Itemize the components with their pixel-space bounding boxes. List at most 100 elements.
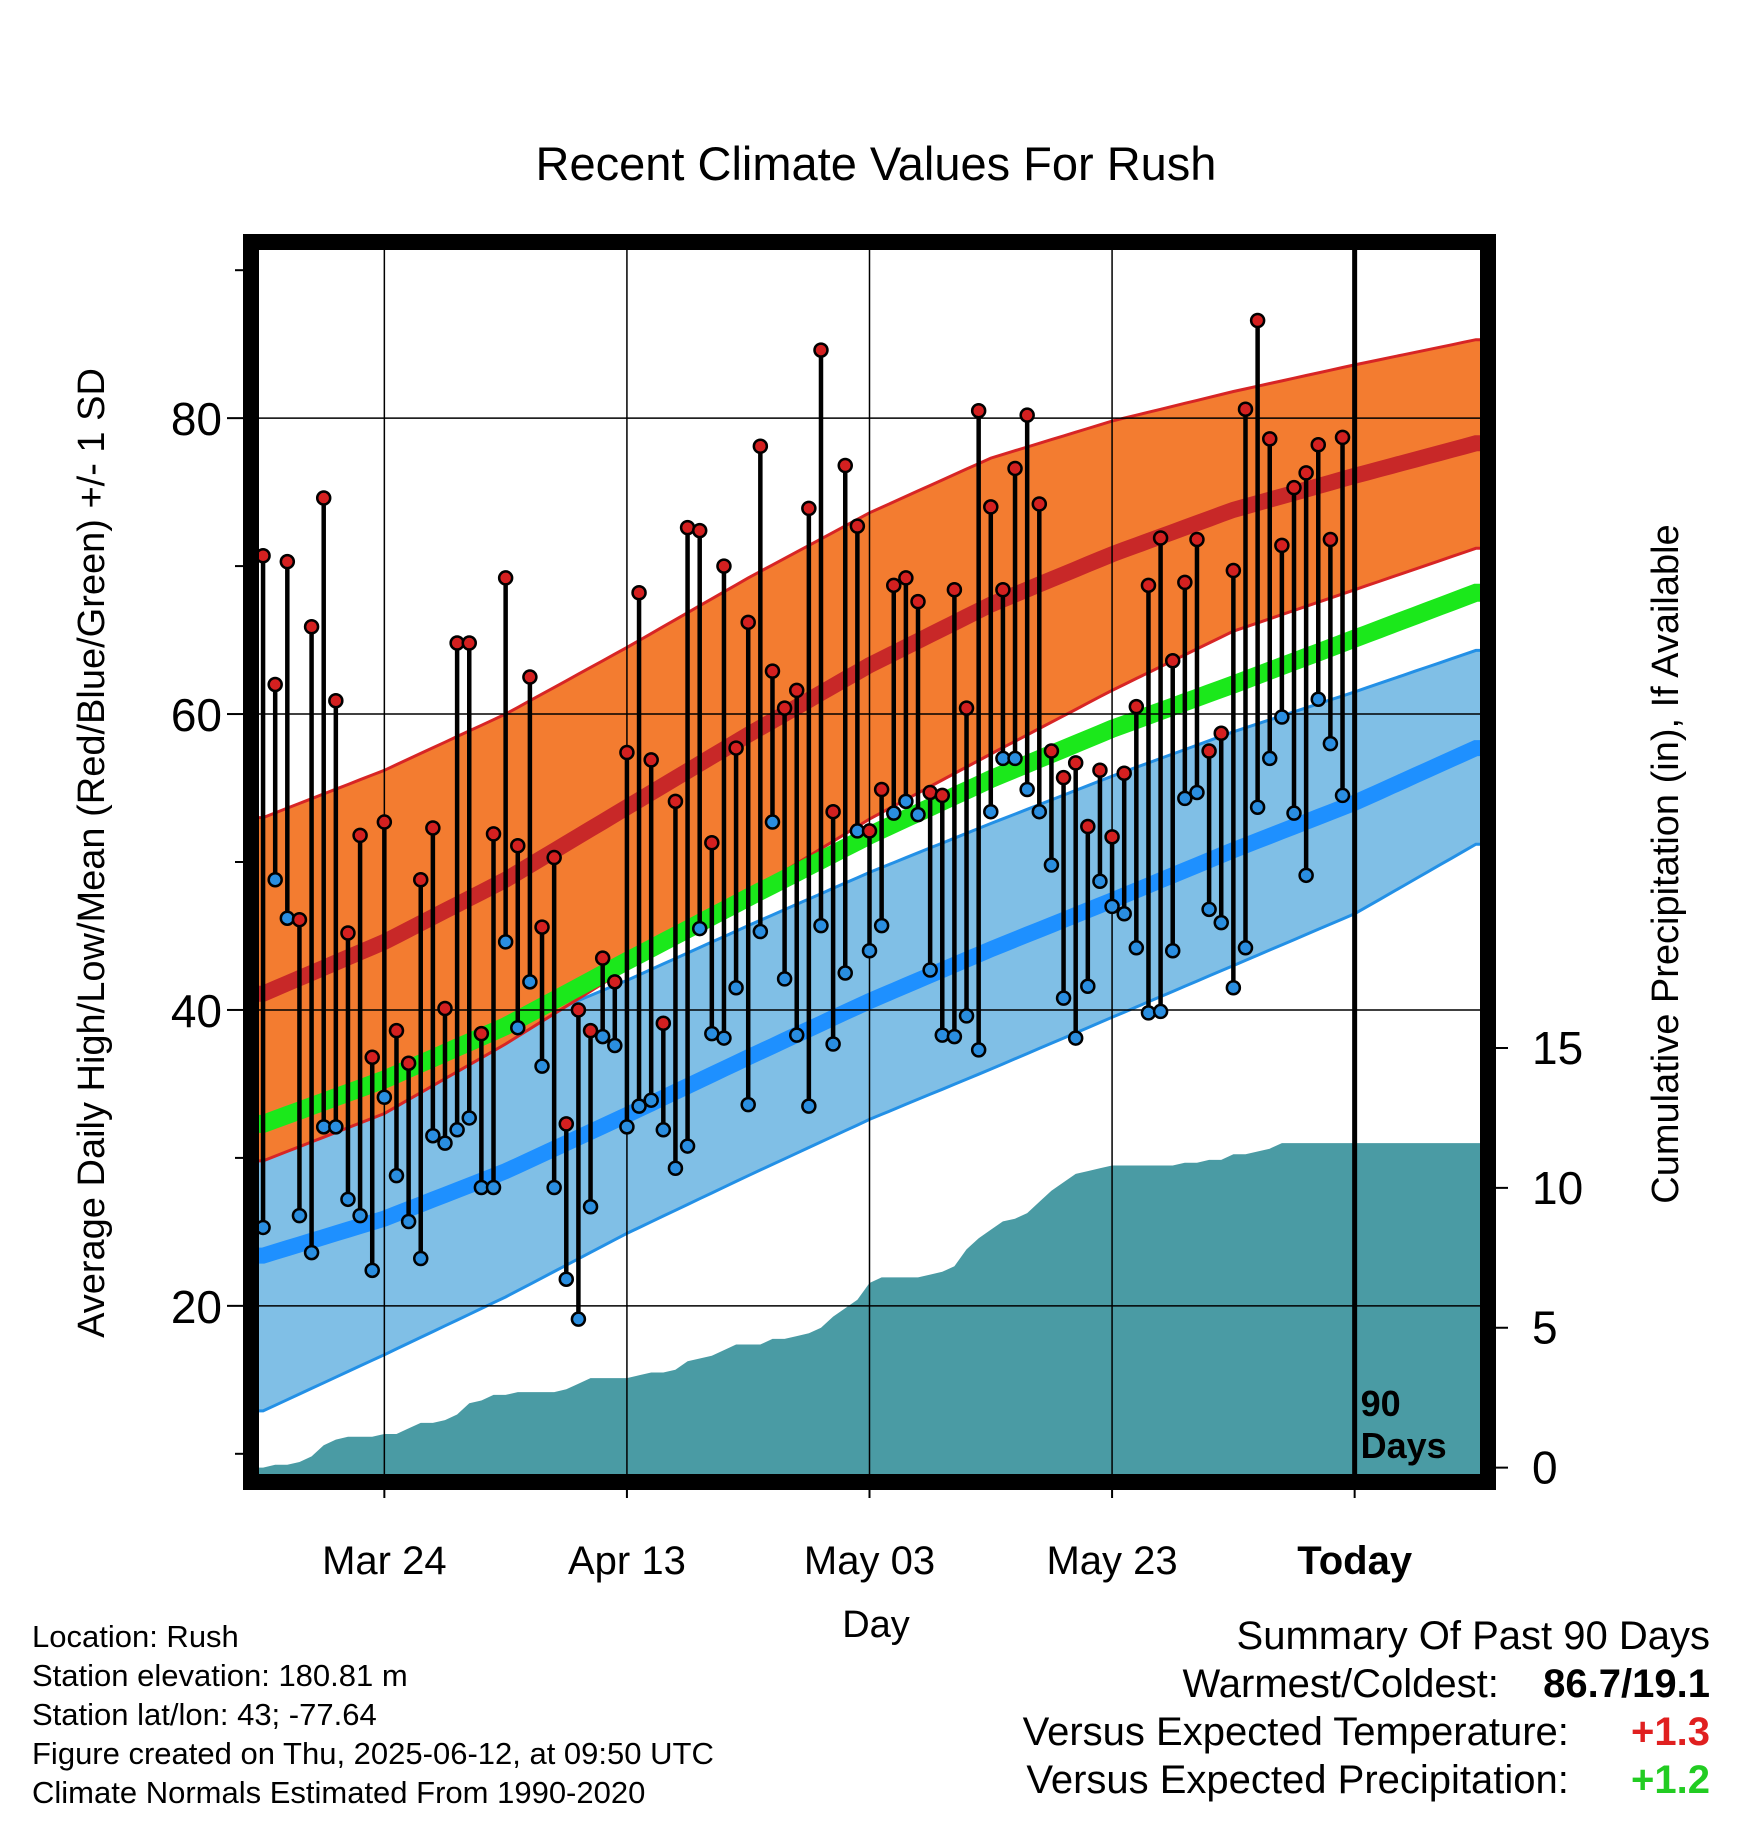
normals-text: Climate Normals Estimated From 1990-2020: [32, 1775, 646, 1810]
daily-low-point: [461, 1110, 478, 1126]
daily-high-point: [425, 820, 441, 836]
daily-high-point: [728, 740, 744, 756]
daily-high-point: [1225, 562, 1242, 579]
daily-high-point: [691, 522, 708, 539]
y2-tick-label: 15: [1532, 1022, 1583, 1074]
daily-high-point: [315, 490, 332, 506]
chart-title: Recent Climate Values For Rush: [536, 137, 1217, 190]
daily-high-point: [861, 823, 878, 839]
daily-high-point: [946, 582, 963, 598]
daily-high-point: [1104, 829, 1120, 845]
daily-high-point: [437, 1000, 453, 1017]
daily-low-point: [764, 814, 781, 830]
daily-high-point: [849, 518, 866, 534]
daily-low-point: [1031, 803, 1048, 820]
y-tick-label: 80: [171, 393, 222, 445]
daily-low-point: [257, 1219, 271, 1236]
daily-low-point: [449, 1122, 465, 1138]
daily-low-point: [970, 1042, 987, 1058]
daily-low-point: [983, 803, 999, 820]
elevation-text: Station elevation: 180.81 m: [32, 1658, 408, 1693]
daily-high-point: [934, 787, 951, 804]
daily-low-point: [1128, 940, 1145, 956]
daily-high-point: [510, 837, 526, 854]
summary-panel: Summary Of Past 90 Days Warmest/Coldest:…: [1023, 1612, 1710, 1804]
daily-low-point: [873, 917, 890, 934]
daily-low-point: [655, 1122, 672, 1138]
daily-high-point: [704, 835, 720, 851]
daily-low-point: [485, 1179, 502, 1196]
daily-low-point: [497, 934, 514, 950]
daily-low-point: [1213, 914, 1229, 931]
daily-low-point: [437, 1135, 453, 1151]
daily-high-point: [813, 342, 829, 358]
daily-high-point: [1080, 818, 1096, 835]
daily-high-point: [1067, 755, 1084, 771]
daily-high-point: [1164, 653, 1181, 669]
daily-high-point: [958, 700, 975, 716]
daily-high-point: [1274, 537, 1290, 554]
daily-low-point: [861, 943, 878, 959]
created-text: Figure created on Thu, 2025-06-12, at 09…: [32, 1736, 714, 1771]
daily-high-point: [886, 577, 902, 594]
daily-high-point: [898, 570, 914, 586]
daily-high-point: [970, 402, 987, 419]
daily-low-point: [1092, 873, 1108, 889]
daily-high-point: [801, 500, 817, 517]
daily-low-point: [1201, 901, 1217, 918]
x-tick-label: Apr 13: [568, 1539, 686, 1583]
daily-low-point: [303, 1244, 320, 1261]
daily-high-point: [740, 614, 756, 631]
daily-low-point: [510, 1019, 526, 1036]
daily-low-point: [1334, 787, 1351, 804]
summary-title: Summary Of Past 90 Days: [1236, 1614, 1710, 1658]
station-info: Location: Rush Station elevation: 180.81…: [32, 1617, 714, 1812]
y-axis-label: Average Daily High/Low/Mean (Red/Blue/Gr…: [71, 368, 113, 1338]
temp-anomaly-value: +1.3: [1631, 1710, 1710, 1754]
daily-low-point: [1164, 943, 1181, 959]
daily-low-point: [1007, 750, 1023, 767]
temp-anomaly-label: Versus Expected Temperature:: [1022, 1710, 1569, 1754]
daily-high-point: [752, 438, 769, 455]
daily-low-point: [1019, 781, 1035, 798]
daily-low-point: [898, 793, 914, 810]
daily-high-point: [776, 700, 793, 716]
daily-low-point: [1189, 784, 1205, 801]
daily-high-point: [788, 682, 805, 699]
daily-high-point: [1055, 769, 1072, 786]
y2-tick-label: 0: [1532, 1442, 1558, 1494]
precip-anomaly-label: Versus Expected Precipitation:: [1026, 1758, 1569, 1802]
daily-low-point: [1274, 709, 1290, 725]
daily-low-point: [619, 1119, 635, 1135]
daily-high-point: [1249, 312, 1266, 329]
location-text: Location: Rush: [32, 1619, 239, 1654]
daily-high-point: [1116, 765, 1132, 781]
daily-high-point: [497, 570, 514, 586]
daily-high-point: [764, 663, 781, 679]
y-tick-label: 40: [171, 985, 222, 1037]
daily-high-point: [1031, 496, 1048, 512]
daily-low-point: [1225, 980, 1242, 996]
daily-high-point: [1177, 574, 1193, 591]
daily-high-point: [594, 950, 611, 966]
warmest-coldest-value: 86.7/19.1: [1543, 1662, 1710, 1706]
daily-low-point: [1298, 867, 1314, 884]
daily-low-point: [776, 971, 793, 987]
daily-low-point: [364, 1262, 380, 1279]
daily-high-point: [267, 676, 283, 693]
daily-low-point: [1080, 978, 1096, 995]
x-tick-label: Mar 24: [322, 1539, 447, 1583]
daily-low-point: [631, 1098, 647, 1114]
daily-high-point: [558, 1116, 575, 1132]
daily-low-point: [570, 1311, 587, 1327]
daily-high-point: [1334, 429, 1351, 446]
daily-low-point: [352, 1207, 368, 1224]
daily-high-point: [1310, 437, 1327, 453]
daily-low-point: [886, 805, 902, 821]
daily-high-point: [667, 793, 684, 810]
daily-low-point: [425, 1127, 441, 1144]
x-tick-label: Today: [1297, 1539, 1413, 1583]
daily-high-point: [279, 553, 296, 570]
daily-high-point: [1007, 460, 1023, 477]
